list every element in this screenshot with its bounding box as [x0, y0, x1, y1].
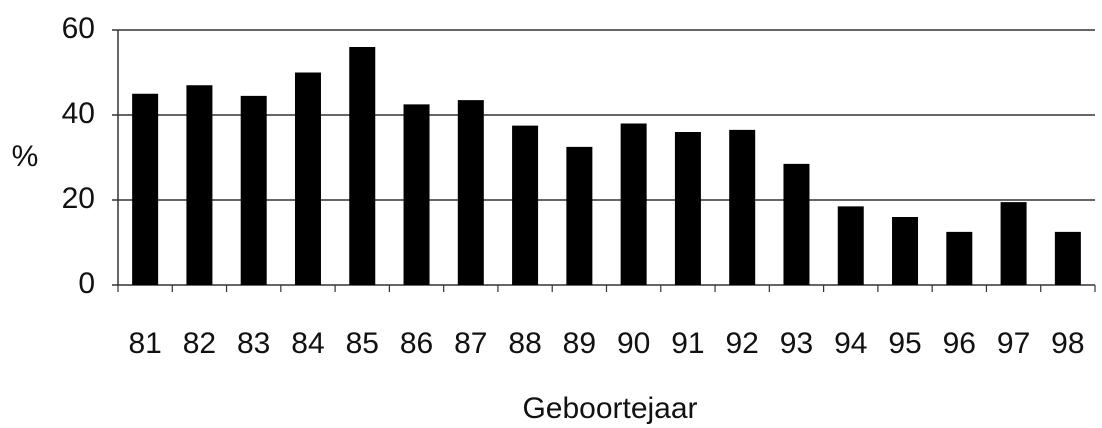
bar: [1054, 231, 1081, 285]
x-tick-label: 94: [834, 327, 867, 360]
bar: [132, 93, 159, 285]
bar: [837, 206, 864, 285]
bar: [1000, 202, 1027, 285]
bar: [403, 104, 430, 285]
y-tick-label: 20: [62, 182, 95, 215]
y-tick-label: 40: [62, 97, 95, 130]
x-tick-label: 97: [997, 327, 1030, 360]
bar: [186, 85, 213, 285]
x-tick-label: 88: [508, 327, 541, 360]
bar: [512, 125, 539, 285]
x-tick-label: 98: [1051, 327, 1084, 360]
x-tick-label: 96: [943, 327, 976, 360]
y-axis-label: %: [12, 140, 39, 173]
y-tick-label: 0: [78, 267, 95, 300]
bar: [240, 95, 267, 285]
y-tick-label: 60: [62, 12, 95, 45]
x-tick-label: 89: [563, 327, 596, 360]
bar: [349, 47, 376, 285]
x-tick-label: 86: [400, 327, 433, 360]
x-tick-label: 92: [726, 327, 759, 360]
bar: [729, 129, 756, 285]
x-tick-label: 85: [346, 327, 379, 360]
x-tick-label: 84: [291, 327, 324, 360]
bar: [566, 146, 593, 285]
bar: [620, 123, 647, 285]
x-tick-label: 90: [617, 327, 650, 360]
x-tick-label: 82: [183, 327, 216, 360]
bar: [294, 72, 321, 285]
x-tick-label: 93: [780, 327, 813, 360]
bar: [946, 231, 973, 285]
x-tick-label: 91: [671, 327, 704, 360]
bar: [457, 100, 484, 285]
x-tick-label: 95: [888, 327, 921, 360]
x-tick-label: 81: [128, 327, 161, 360]
x-tick-label: 83: [237, 327, 270, 360]
x-tick-label: 87: [454, 327, 487, 360]
bar: [783, 163, 810, 285]
bar: [892, 217, 919, 285]
bar: [674, 132, 701, 285]
x-axis-label: Geboortejaar: [522, 392, 697, 425]
